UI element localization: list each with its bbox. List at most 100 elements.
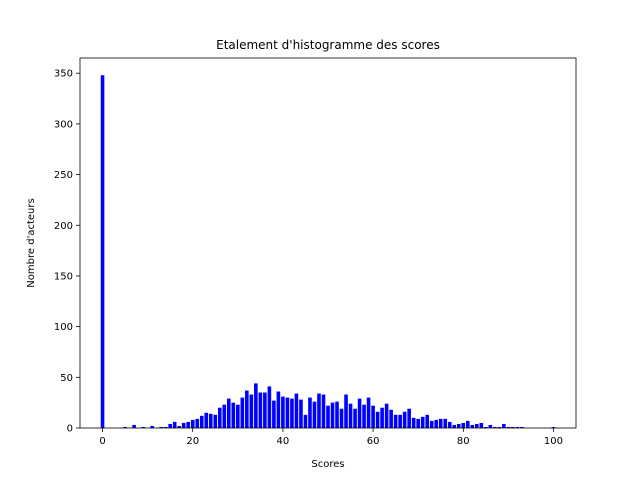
- bar: [362, 404, 366, 428]
- y-tick-label: 300: [54, 119, 73, 130]
- bar: [168, 423, 172, 428]
- bar: [141, 426, 145, 428]
- x-tick-label: 60: [367, 436, 380, 447]
- y-tick-label: 250: [54, 170, 73, 181]
- bar: [488, 424, 493, 428]
- bar: [326, 405, 330, 428]
- bar: [190, 419, 195, 428]
- y-tick-label: 0: [67, 424, 73, 435]
- bar: [443, 418, 448, 428]
- y-axis: 0 50 100 150 200 250 300 350: [54, 69, 80, 435]
- bar: [199, 415, 204, 428]
- bar: [434, 419, 439, 428]
- plot-frame: [79, 57, 577, 429]
- bar: [281, 396, 285, 428]
- bar: [416, 418, 420, 428]
- x-tick-label: 20: [186, 436, 199, 447]
- bar: [321, 394, 326, 428]
- bar: [317, 393, 321, 428]
- bar: [389, 409, 393, 428]
- bar: [254, 383, 258, 428]
- bar: [474, 423, 479, 428]
- bar: [150, 425, 154, 428]
- bar: [177, 425, 182, 428]
- bar: [398, 414, 402, 428]
- bar: [484, 426, 488, 428]
- bar: [384, 403, 389, 428]
- bar: [465, 420, 470, 428]
- bar: [263, 392, 267, 428]
- bar: [335, 401, 339, 428]
- bar: [420, 416, 425, 428]
- bar: [100, 75, 105, 428]
- bar: [240, 397, 245, 428]
- bar: [520, 426, 524, 428]
- bar: [452, 424, 457, 428]
- bar: [551, 426, 556, 428]
- bar: [470, 424, 475, 428]
- bar: [195, 418, 200, 428]
- bar: [294, 393, 299, 428]
- bar: [493, 426, 497, 428]
- bar: [407, 408, 411, 428]
- bar: [226, 398, 231, 428]
- bar: [181, 422, 186, 428]
- bar: [208, 413, 213, 428]
- bar: [339, 408, 344, 428]
- bar: [353, 408, 357, 428]
- bar: [357, 398, 362, 428]
- bar: [172, 421, 177, 428]
- bar: [204, 412, 209, 428]
- bar: [312, 401, 317, 428]
- bar: [249, 394, 254, 428]
- bar: [159, 426, 163, 428]
- bar: [375, 411, 380, 428]
- bar: [429, 420, 434, 428]
- bar: [132, 424, 136, 428]
- bar: [123, 426, 127, 428]
- x-tick-label: 40: [277, 436, 290, 447]
- bar: [163, 426, 168, 428]
- x-tick-label: 0: [99, 436, 105, 447]
- bar: [186, 421, 191, 428]
- bar: [231, 402, 236, 428]
- x-tick-label: 100: [544, 436, 563, 447]
- bar: [308, 397, 312, 428]
- bar: [348, 403, 353, 428]
- bar: [506, 426, 511, 428]
- y-tick-label: 100: [54, 322, 73, 333]
- bar: [371, 405, 375, 428]
- bar: [330, 402, 335, 428]
- y-tick-label: 200: [54, 221, 73, 232]
- bar: [236, 404, 240, 428]
- bar: [245, 390, 249, 428]
- x-tick-label: 80: [457, 436, 470, 447]
- bars-group: [100, 75, 556, 428]
- bar: [213, 414, 218, 428]
- bar: [497, 426, 502, 428]
- bar: [366, 397, 371, 428]
- bar: [456, 423, 461, 428]
- x-axis: 0 20 40 60 80 100: [99, 428, 563, 447]
- bar: [425, 414, 430, 428]
- bar: [258, 392, 263, 428]
- bar: [267, 386, 272, 428]
- bar: [272, 400, 276, 428]
- bar: [511, 426, 515, 428]
- bar: [479, 422, 484, 428]
- bar: [344, 394, 348, 428]
- y-axis-label: Nombre d'acteurs: [26, 198, 37, 287]
- bar: [380, 407, 384, 428]
- y-tick-label: 150: [54, 271, 73, 282]
- bar: [290, 398, 294, 428]
- bar: [438, 418, 443, 428]
- bar: [222, 404, 227, 428]
- chart-title: Etalement d'histogramme des scores: [216, 38, 440, 52]
- bar: [217, 407, 222, 428]
- bar: [402, 411, 407, 428]
- bar: [299, 399, 303, 428]
- bar: [515, 426, 520, 428]
- bar: [461, 422, 466, 428]
- bar: [285, 397, 290, 428]
